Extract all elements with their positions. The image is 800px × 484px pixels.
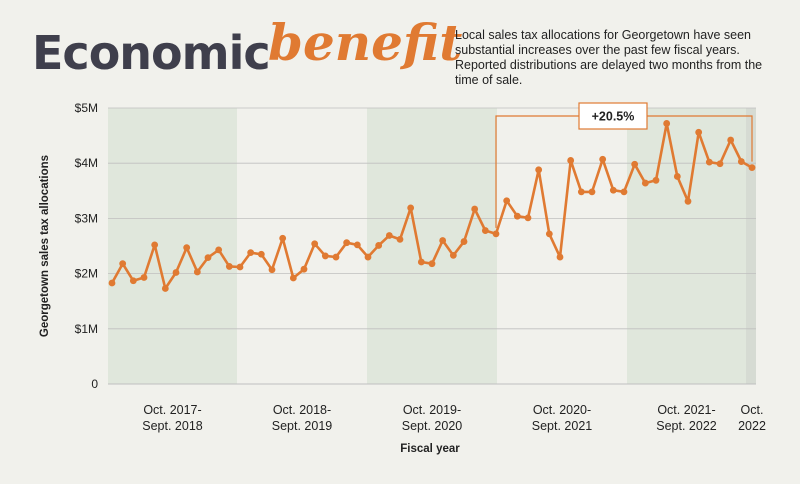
data-point xyxy=(321,252,329,260)
data-point xyxy=(716,160,724,168)
data-point xyxy=(151,241,159,249)
data-point xyxy=(727,136,735,144)
description: Local sales tax allocations for Georgeto… xyxy=(455,28,763,87)
x-axis-ticks: Oct. 2017- Sept. 2018 Oct. 2018- Sept. 2019… xyxy=(142,403,766,433)
data-point xyxy=(332,253,340,261)
y-axis-ticks: 0 $1M $2M $3M $4M $5M xyxy=(75,101,99,391)
data-point xyxy=(268,266,276,274)
annotation-box xyxy=(578,102,648,130)
data-point xyxy=(119,260,127,268)
x-tick-label: 2022 xyxy=(738,419,766,433)
x-tick-label: Oct. 2017- xyxy=(143,403,201,417)
x-tick-label: Oct. 2021- xyxy=(657,403,715,417)
data-point xyxy=(204,254,212,261)
data-point xyxy=(631,160,639,168)
data-point xyxy=(545,230,553,238)
data-point xyxy=(247,249,255,257)
annotation-label: +20.5% xyxy=(592,110,635,124)
title-accent: benefit xyxy=(268,13,463,72)
data-point xyxy=(641,179,649,187)
data-point xyxy=(673,173,681,180)
y-tick-label: $2M xyxy=(75,267,98,281)
data-point xyxy=(684,197,692,205)
data-point xyxy=(652,176,660,184)
data-point xyxy=(567,157,575,164)
data-point xyxy=(236,263,244,271)
x-tick-label: Oct. 2020- xyxy=(533,403,591,417)
data-point xyxy=(311,240,319,248)
fiscal-year-band-0 xyxy=(108,108,237,384)
data-point xyxy=(428,260,436,268)
data-point xyxy=(108,279,116,287)
data-point xyxy=(225,263,233,270)
data-point xyxy=(556,253,564,261)
data-point xyxy=(215,246,223,254)
gridlines xyxy=(108,107,756,385)
data-point xyxy=(492,230,500,238)
data-point xyxy=(748,164,756,172)
data-point xyxy=(364,253,372,261)
data-point xyxy=(695,128,703,136)
data-point xyxy=(471,205,479,213)
data-point xyxy=(599,155,607,163)
data-point xyxy=(300,265,308,273)
data-point xyxy=(172,269,180,276)
data-point xyxy=(129,277,137,285)
x-axis-title: Fiscal year xyxy=(400,443,460,455)
data-point xyxy=(407,204,415,212)
data-point xyxy=(737,158,745,165)
x-tick-label: Sept. 2020 xyxy=(402,419,463,433)
data-point xyxy=(705,158,713,166)
data-point xyxy=(620,188,628,196)
y-tick-label: $5M xyxy=(75,101,98,115)
data-point xyxy=(524,214,532,222)
data-point xyxy=(449,251,457,259)
data-point xyxy=(588,188,596,196)
data-point xyxy=(193,268,201,276)
x-tick-label: Sept. 2022 xyxy=(656,419,717,433)
data-point xyxy=(481,227,489,234)
y-tick-label: $1M xyxy=(75,322,98,336)
data-point xyxy=(161,285,169,292)
data-point xyxy=(577,188,585,196)
x-tick-label: Oct. xyxy=(741,403,764,417)
title-main: Economic xyxy=(32,26,271,80)
x-tick-label: Sept. 2021 xyxy=(532,419,593,433)
data-point xyxy=(609,186,617,194)
data-point xyxy=(289,274,297,282)
data-point xyxy=(513,212,521,220)
x-tick-label: Sept. 2019 xyxy=(272,419,333,433)
data-point xyxy=(375,242,383,249)
growth-annotation: +20.5% xyxy=(495,102,753,228)
data-point xyxy=(385,232,393,239)
data-point xyxy=(663,120,671,127)
data-point xyxy=(183,244,191,252)
fiscal-year-band-2 xyxy=(367,108,497,384)
data-point xyxy=(535,166,543,174)
data-point xyxy=(353,241,361,249)
y-tick-label: $3M xyxy=(75,211,98,225)
fiscal-year-band-4 xyxy=(627,108,746,384)
data-point xyxy=(140,274,148,281)
x-tick-label: Oct. 2019- xyxy=(403,403,461,417)
x-tick-label: Oct. 2018- xyxy=(273,403,331,417)
y-tick-label: 0 xyxy=(91,377,98,391)
data-points xyxy=(108,120,756,292)
data-point xyxy=(503,197,511,205)
y-axis-title: Georgetown sales tax allocations xyxy=(39,155,51,337)
y-tick-label: $4M xyxy=(75,156,98,170)
data-point xyxy=(396,235,404,243)
data-point xyxy=(257,250,265,258)
data-point xyxy=(279,234,287,242)
data-point xyxy=(460,238,468,245)
data-point xyxy=(439,237,447,244)
data-point xyxy=(417,258,425,266)
data-point xyxy=(343,239,351,247)
fiscal-year-band-5 xyxy=(746,108,756,384)
fiscal-year-bands xyxy=(108,108,756,384)
x-tick-label: Sept. 2018 xyxy=(142,419,203,433)
